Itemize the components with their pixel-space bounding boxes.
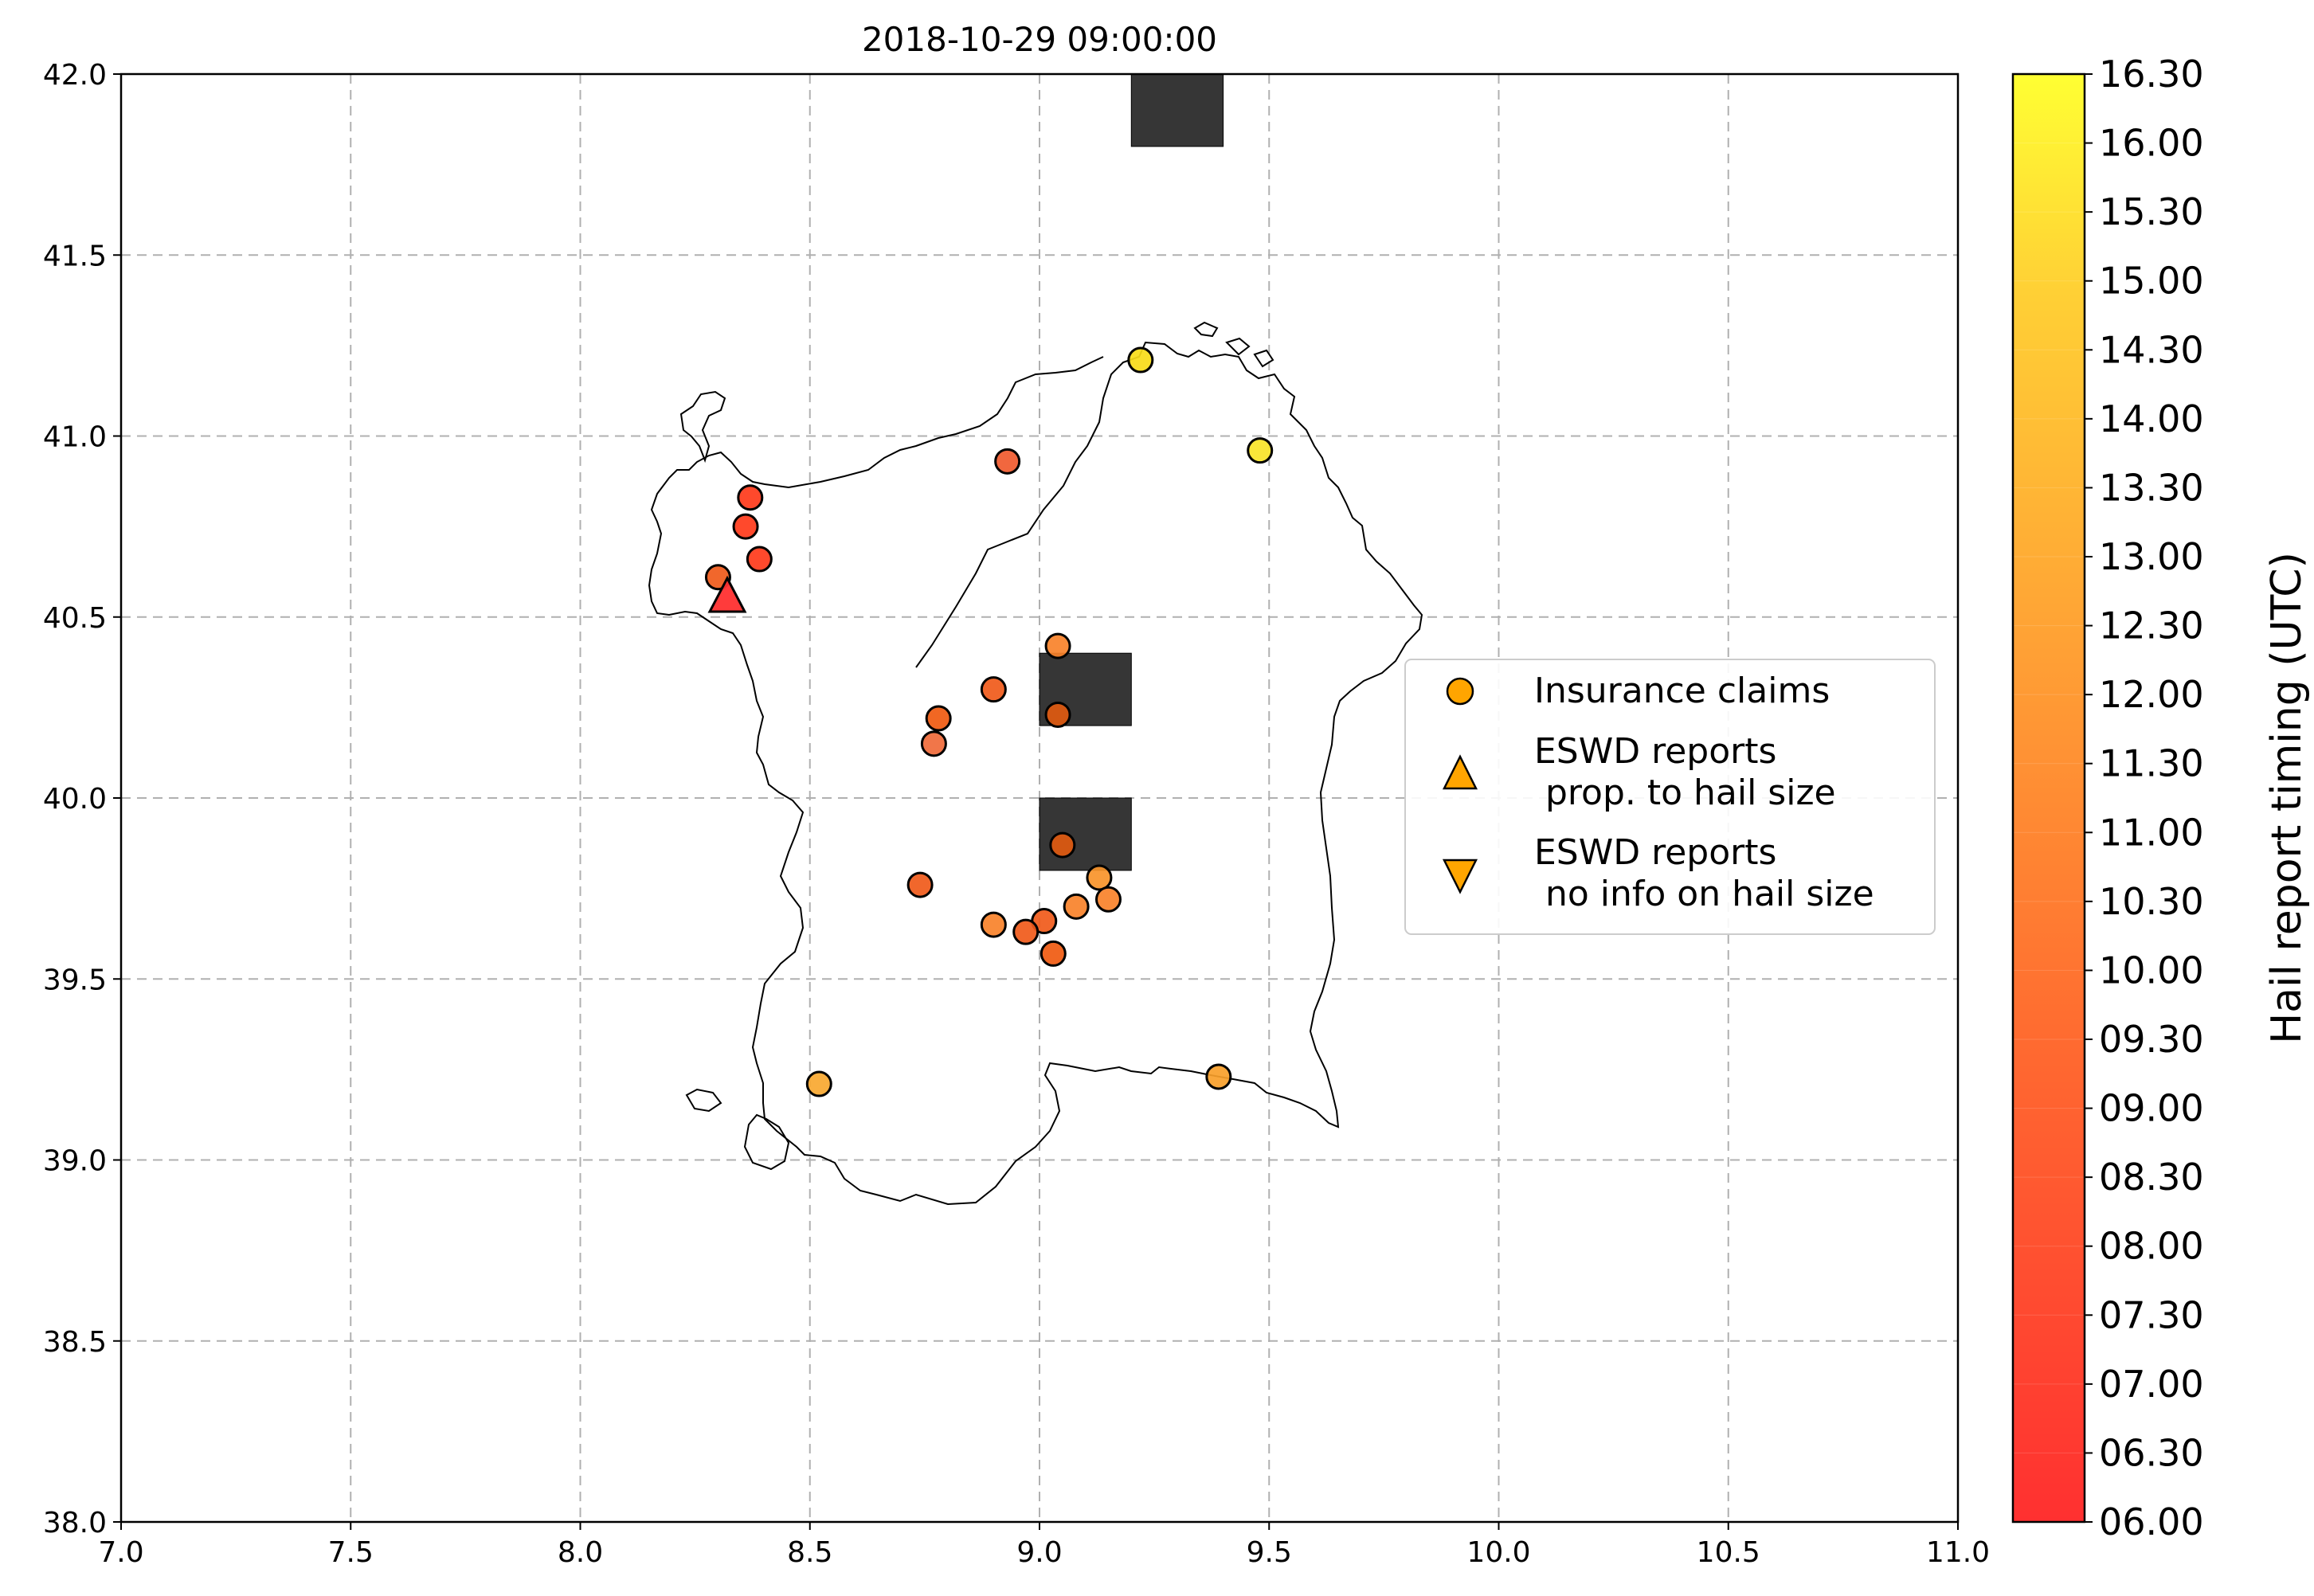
radar-block [1039,797,1132,871]
legend-label-eswd-nosize-line1: ESWD reports [1534,832,1776,873]
insurance-claim-marker [1049,831,1076,859]
y-tick-label: 42.0 [43,59,107,92]
y-tick-label: 39.5 [43,964,107,996]
colorbar-tick-label: 08.00 [2099,1225,2204,1268]
colorbar-tick-label: 06.00 [2099,1500,2204,1543]
colorbar-gradient [2013,74,2085,1522]
insurance-claim-marker [1040,940,1067,967]
y-tick-label: 41.0 [43,421,107,454]
y-axis-ticks: 38.0 38.5 39.0 39.5 40.0 40.5 41.0 41.5 42.0 [43,59,121,1539]
legend-item-eswd-nosize: ESWD reports no info on hail size [1442,832,1874,914]
insurance-claim-marker [732,513,759,540]
insurance-claim-marker [1094,886,1122,913]
coastline [648,321,1423,1206]
colorbar-tick-label: 07.30 [2099,1293,2204,1336]
colorbar-steps [2013,73,2085,1453]
asinara-island [679,390,726,464]
insurance-claim-marker [1044,701,1071,728]
legend-label-eswd-size-line1: ESWD reports [1534,731,1776,772]
colorbar-tick-label: 14.30 [2099,328,2204,371]
colorbar-tick-label: 09.00 [2099,1087,2204,1130]
colorbar-tick-label: 15.00 [2099,260,2204,303]
insurance-claim-marker [906,871,934,898]
legend-label-eswd-size-line2: prop. to hail size [1534,773,1836,813]
sant-antioco-island [743,1113,790,1171]
radar-blocks [1039,73,1224,871]
x-tick-label: 8.0 [558,1536,603,1569]
legend: Insurance claims ESWD reports prop. to h… [1404,659,1936,935]
colorbar-tick-label: 12.00 [2099,673,2204,716]
colorbar-tick-label: 11.00 [2099,811,2204,854]
insurance-claim-marker [805,1070,832,1097]
colorbar-tick-label: 10.30 [2099,880,2204,923]
y-tick-label: 38.0 [43,1507,107,1539]
insurance-claim-marker [1247,437,1274,464]
x-tick-label: 9.5 [1247,1536,1292,1569]
colorbar-tick-label: 11.30 [2099,742,2204,785]
x-tick-label: 10.0 [1466,1536,1530,1569]
colorbar-tick-label: 10.00 [2099,949,2204,992]
colorbar-tick-label: 06.30 [2099,1431,2204,1474]
eswd-report-marker [707,575,747,613]
insurance-claim-marker [746,546,773,573]
legend-label-insurance: Insurance claims [1534,671,1830,711]
map-title: 2018-10-29 09:00:00 [862,20,1217,59]
sardinia-outline [648,341,1423,1206]
colorbar-frame [2011,72,2086,1524]
radar-block [1130,73,1224,147]
legend-circle-marker [1446,677,1474,706]
insurance-claim-marker [1044,632,1071,659]
colorbar-tick-label: 07.00 [2099,1363,2204,1406]
san-pietro-island [685,1088,722,1113]
legend-item-eswd-size: ESWD reports prop. to hail size [1442,731,1836,813]
colorbar-tick-label: 14.00 [2099,397,2204,440]
insurance-claim-marker [1086,864,1113,891]
legend-triangle-up-marker [1442,754,1478,790]
colorbar-tick-label: 16.00 [2099,122,2204,165]
colorbar-ticks: 06.00 06.30 07.00 07.30 08.00 08.30 09.00 09.30… [2085,53,2204,1543]
legend-box [1404,659,1936,935]
legend-item-insurance-claims: Insurance claims [1446,671,1830,711]
x-tick-label: 7.5 [328,1536,374,1569]
y-tick-label: 41.5 [43,240,107,272]
x-axis-ticks: 7.0 7.5 8.0 8.5 9.0 9.5 10.0 10.5 11.0 [98,1522,1990,1569]
insurance-claim-marker [1012,918,1040,945]
colorbar-tick-label: 08.30 [2099,1156,2204,1199]
legend-triangle-down-marker [1442,859,1478,894]
insurance-claim-marker [737,484,764,511]
y-tick-label: 40.5 [43,602,107,635]
insurance-claim-marker [980,676,1007,703]
x-tick-label: 7.0 [98,1536,143,1569]
colorbar-tick-label: 16.30 [2099,53,2204,96]
colorbar-label: Hail report timing (UTC) [2263,552,2311,1044]
colorbar-tick-label: 13.00 [2099,535,2204,578]
insurance-claim-marker [925,705,952,732]
colorbar-tick-label: 15.30 [2099,190,2204,233]
x-tick-label: 10.5 [1697,1536,1760,1569]
y-tick-label: 39.0 [43,1145,107,1178]
x-tick-label: 11.0 [1926,1536,1990,1569]
insurance-claim-marker [1205,1063,1232,1090]
insurance-claim-marker [1127,346,1154,374]
y-tick-label: 40.0 [43,783,107,816]
colorbar-tick-label: 09.30 [2099,1018,2204,1061]
y-tick-label: 38.5 [43,1326,107,1359]
insurance-claim-marker [920,730,947,757]
colorbar-tick-label: 13.30 [2099,466,2204,509]
insurance-claim-marker [1063,893,1090,920]
hail-markers [704,346,1274,1097]
insurance-claim-marker [994,448,1021,475]
la-maddalena-islands [1193,321,1274,368]
x-tick-label: 9.0 [1016,1536,1062,1569]
x-tick-label: 8.5 [787,1536,832,1569]
colorbar: 06.00 06.30 07.00 07.30 08.00 08.30 09.00 09.30… [2011,53,2311,1543]
legend-label-eswd-nosize-line2: no info on hail size [1534,874,1874,914]
insurance-claim-marker [980,911,1007,938]
colorbar-tick-label: 12.30 [2099,604,2204,647]
